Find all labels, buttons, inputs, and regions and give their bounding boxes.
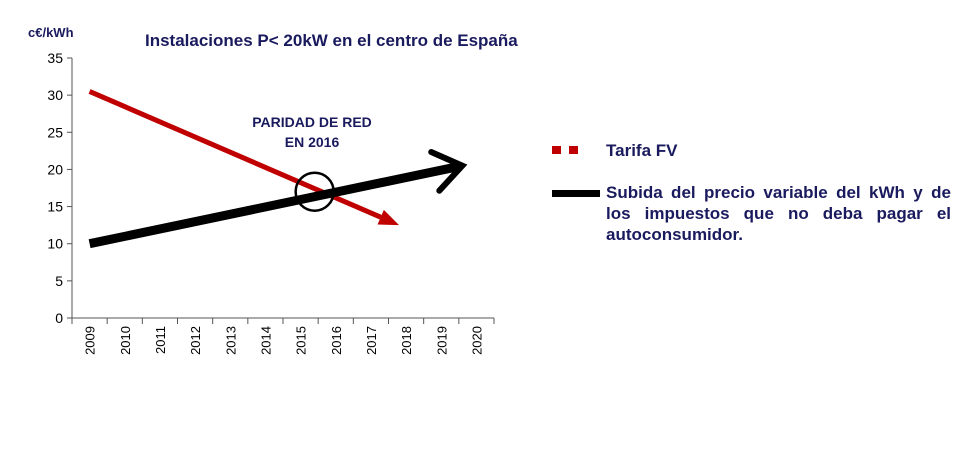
parity-circle (294, 171, 335, 212)
x-tick-label: 2014 (258, 326, 273, 355)
series-arrowhead-subida (428, 149, 468, 194)
y-tick-label: 30 (47, 87, 63, 103)
x-tick-label: 2009 (83, 326, 98, 355)
y-tick-label: 15 (47, 199, 63, 215)
series-line-tarifa (88, 89, 382, 220)
chart-title: Instalaciones P< 20kW en el centro de Es… (145, 31, 518, 50)
legend-label-tarifa: Tarifa FV (606, 141, 678, 160)
y-tick-label: 35 (47, 50, 63, 66)
y-tick-label: 25 (47, 124, 63, 140)
x-tick-label: 2012 (188, 326, 203, 355)
legend-label-subida: Subida del precio variable del kWh y de … (606, 183, 951, 244)
legend-item-tarifa: Tarifa FV (548, 140, 968, 162)
legend-swatch-tarifa (548, 140, 606, 162)
y-tick-label: 5 (55, 273, 63, 289)
y-axis-label: c€/kWh (28, 25, 74, 40)
x-tick-label: 2020 (469, 326, 484, 355)
x-tick-label: 2017 (364, 326, 379, 355)
x-tick-label: 2011 (153, 326, 168, 354)
annotation-label: PARIDAD DE RED (252, 114, 372, 130)
y-tick-label: 20 (47, 161, 63, 177)
legend-swatch-subida (548, 182, 606, 204)
y-tick-label: 10 (47, 236, 63, 252)
series-line-subida (88, 162, 460, 249)
annotation-label: EN 2016 (285, 134, 340, 150)
series-arrowhead-tarifa (377, 209, 400, 226)
x-tick-label: 2016 (329, 326, 344, 355)
legend: Tarifa FV Subida del precio variable del… (548, 140, 968, 265)
x-tick-label: 2013 (223, 326, 238, 355)
annotation-layer: PARIDAD DE RED EN 2016 (252, 114, 372, 212)
x-tick-label: 2010 (118, 326, 133, 355)
x-tick-label: 2018 (399, 326, 414, 355)
x-tick-label: 2019 (434, 326, 449, 355)
x-tick-label: 2015 (294, 326, 309, 355)
y-tick-label: 0 (55, 310, 63, 326)
legend-item-subida: Subida del precio variable del kWh y de … (548, 182, 968, 245)
axes: 0 5 10 15 20 25 30 35 2009 2010 2011 2012 2013 2014 20… (47, 50, 495, 355)
